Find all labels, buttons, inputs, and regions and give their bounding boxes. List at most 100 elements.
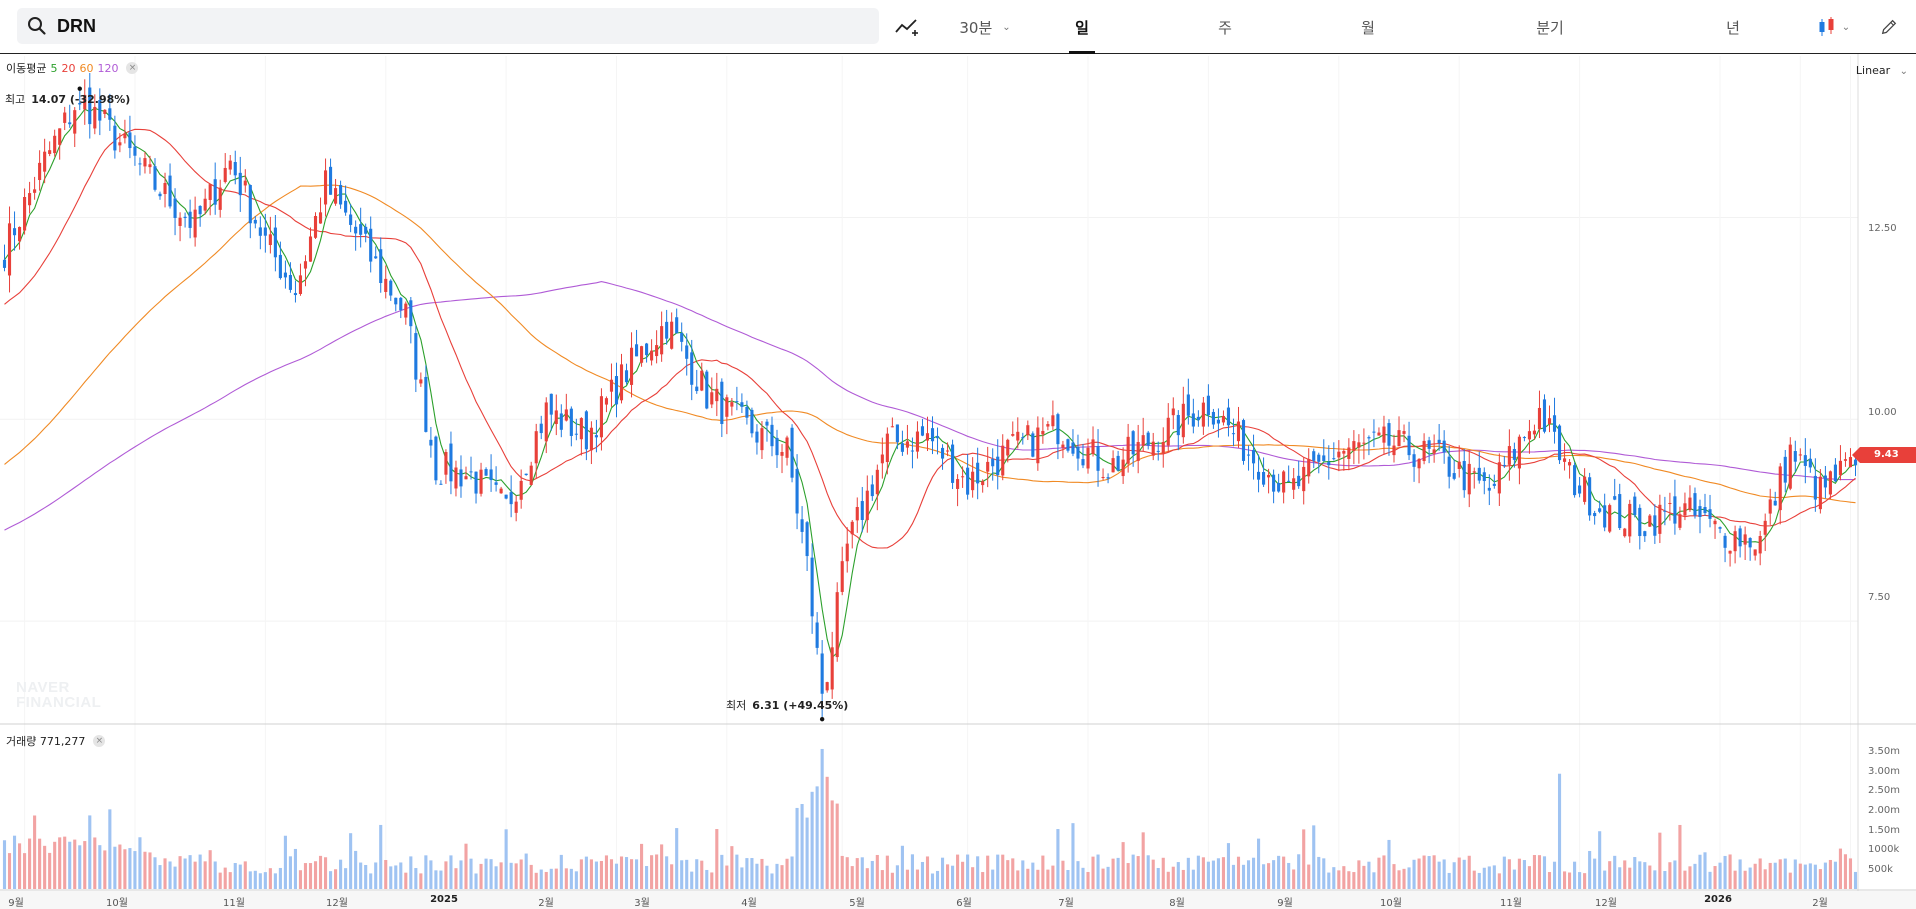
symbol-search-box[interactable]: [17, 8, 879, 44]
volume-legend-close-button[interactable]: ×: [93, 735, 106, 747]
candle-body: [1467, 463, 1471, 495]
candle-body: [1793, 451, 1797, 462]
draw-button[interactable]: [1872, 0, 1906, 54]
interval-dropdown[interactable]: 30분 ⌄: [950, 0, 1020, 54]
candle-body: [1392, 445, 1396, 456]
volume-bar: [695, 859, 699, 889]
volume-bar: [18, 843, 22, 889]
volume-bar: [1768, 862, 1772, 889]
volume-bar: [449, 855, 453, 889]
candle-body: [1357, 442, 1361, 448]
candle-body: [449, 443, 453, 482]
candle-body: [1196, 416, 1200, 421]
chart-type-dropdown[interactable]: ⌄: [1812, 0, 1854, 54]
candle-body: [925, 433, 930, 441]
candle-body: [785, 437, 789, 458]
candle-body: [1036, 427, 1040, 464]
high-label: 최고: [5, 93, 26, 106]
candle-body: [1051, 415, 1055, 427]
volume-bar: [910, 854, 914, 889]
candle-body: [845, 543, 849, 562]
candle-body: [956, 479, 960, 489]
volume-bar: [1181, 869, 1185, 889]
volume-bar: [1121, 842, 1125, 889]
tab-day[interactable]: 일: [1052, 0, 1112, 54]
tab-quarter[interactable]: 분기: [1536, 18, 1564, 37]
volume-bars: [2, 748, 1858, 889]
volume-axis-label: 1000k: [1868, 844, 1900, 855]
volume-bar: [619, 856, 624, 889]
candle-body: [730, 402, 734, 407]
volume-bar: [870, 860, 874, 889]
volume-bar: [238, 864, 242, 889]
candle-body: [18, 226, 22, 242]
candle-body: [213, 179, 217, 205]
candle-body: [168, 175, 172, 207]
volume-bar: [354, 850, 358, 889]
volume-bar: [389, 866, 393, 889]
volume-bar: [1793, 859, 1797, 889]
x-axis-label: 12월: [326, 898, 348, 909]
add-indicator-button[interactable]: [890, 0, 924, 54]
volume-bar: [1367, 861, 1371, 889]
candle-body: [1342, 450, 1346, 454]
candle-body: [43, 151, 47, 172]
ma-legend-close-button[interactable]: ×: [126, 62, 139, 74]
candle-body: [504, 494, 508, 499]
tab-year[interactable]: 년: [1726, 18, 1740, 37]
volume-bar: [1066, 870, 1070, 889]
candle-body: [1633, 496, 1637, 515]
candle-body: [329, 166, 333, 195]
scale-mode-dropdown[interactable]: Linear ⌄: [1856, 64, 1908, 77]
volume-bar: [976, 856, 980, 889]
candle-body: [1437, 439, 1441, 444]
low-annotation: 최저 6.31 (+49.45%): [726, 697, 848, 713]
volume-bar: [1001, 854, 1005, 889]
volume-bar: [690, 871, 694, 889]
candle-body: [935, 436, 940, 439]
candle-body: [579, 418, 583, 440]
candle-body: [1512, 449, 1516, 460]
ma5-label: 5: [50, 61, 58, 75]
symbol-search-input[interactable]: [57, 15, 757, 37]
candle-body: [1011, 434, 1015, 436]
x-axis-label: 11월: [223, 898, 245, 909]
last-price-tag: 9.43: [1852, 447, 1916, 463]
volume-bar: [349, 833, 353, 889]
volume-bar: [1392, 864, 1396, 889]
candle-body: [820, 653, 824, 694]
candle-body: [1091, 439, 1095, 455]
candlestick-icon: [1819, 17, 1834, 36]
candle-body: [1517, 436, 1521, 469]
candle-body: [1798, 454, 1802, 456]
candle-body: [293, 293, 298, 296]
volume-bar: [1447, 872, 1451, 889]
chart-toolbar: 30분 ⌄ 일 주 월 분기 년 ⌄: [0, 0, 1916, 54]
volume-bar: [599, 860, 603, 889]
volume-bar: [1718, 862, 1722, 889]
volume-bar: [1377, 857, 1381, 889]
candle-body: [484, 469, 488, 476]
candle-body: [770, 424, 774, 447]
candle-body: [875, 469, 879, 495]
volume-bar: [1728, 854, 1732, 889]
candle-body: [1407, 435, 1411, 456]
volume-bar: [840, 855, 844, 889]
candle-body: [58, 128, 62, 145]
candle-body: [1568, 462, 1572, 466]
moving-average-lines: [4, 107, 1856, 659]
volume-bar: [133, 851, 137, 889]
tab-week[interactable]: 주: [1218, 18, 1232, 37]
scale-mode-label: Linear: [1855, 64, 1891, 77]
volume-bar: [484, 858, 488, 889]
volume-bar: [1477, 872, 1481, 889]
volume-bar: [860, 857, 864, 889]
volume-bar: [273, 873, 277, 889]
candle-body: [494, 482, 498, 485]
candle-body: [1056, 414, 1060, 445]
tab-month[interactable]: 월: [1361, 18, 1375, 37]
volume-bar: [1026, 868, 1030, 889]
candle-body: [1688, 497, 1692, 511]
x-axis-label: 11월: [1500, 898, 1522, 909]
